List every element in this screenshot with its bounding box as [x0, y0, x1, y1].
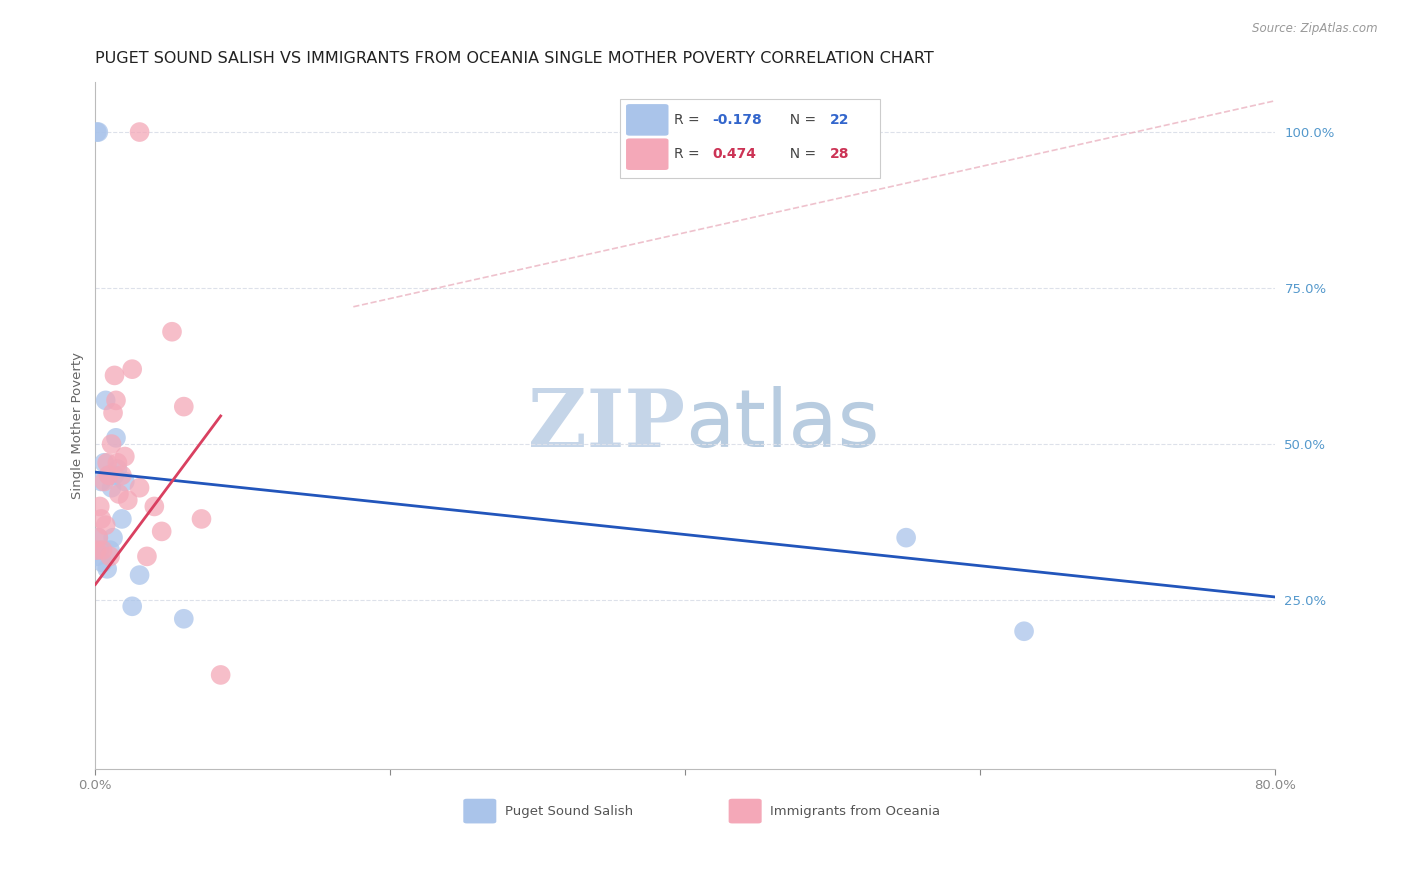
Point — [150, 524, 173, 539]
Point — [100, 481, 122, 495]
Point — [114, 475, 136, 489]
Point — [121, 599, 143, 614]
Point — [173, 612, 195, 626]
Point — [93, 456, 115, 470]
Point — [111, 512, 134, 526]
Point — [103, 368, 125, 383]
Point — [96, 562, 118, 576]
Text: R =: R = — [675, 147, 704, 161]
Text: 28: 28 — [830, 147, 849, 161]
Point — [86, 543, 108, 558]
Point — [87, 125, 110, 139]
Point — [91, 543, 114, 558]
Text: atlas: atlas — [685, 386, 879, 465]
Point — [104, 431, 127, 445]
Point — [143, 500, 166, 514]
Text: 22: 22 — [830, 113, 849, 127]
Point — [97, 468, 120, 483]
Y-axis label: Single Mother Poverty: Single Mother Poverty — [72, 351, 84, 499]
Point — [107, 462, 129, 476]
Point — [93, 475, 115, 489]
Point — [100, 437, 122, 451]
Text: R =: R = — [675, 113, 704, 127]
Text: Puget Sound Salish: Puget Sound Salish — [505, 805, 633, 818]
Point — [87, 531, 110, 545]
Point — [108, 487, 131, 501]
Point — [121, 362, 143, 376]
Text: Immigrants from Oceania: Immigrants from Oceania — [770, 805, 941, 818]
Point — [173, 400, 195, 414]
Point — [86, 549, 108, 564]
Point — [111, 468, 134, 483]
Point — [91, 556, 114, 570]
Point — [98, 543, 121, 558]
Text: N =: N = — [780, 113, 820, 127]
Point — [97, 468, 120, 483]
Point — [103, 468, 125, 483]
Point — [87, 531, 110, 545]
Point — [101, 531, 124, 545]
Point — [94, 393, 117, 408]
FancyBboxPatch shape — [620, 99, 880, 178]
FancyBboxPatch shape — [626, 104, 668, 136]
Point — [101, 406, 124, 420]
Point — [89, 543, 111, 558]
Text: 0.474: 0.474 — [711, 147, 756, 161]
Point — [107, 456, 129, 470]
FancyBboxPatch shape — [464, 798, 496, 823]
Point — [1012, 624, 1035, 639]
Point — [90, 475, 112, 489]
Point — [104, 393, 127, 408]
Point — [86, 125, 108, 139]
Point — [90, 512, 112, 526]
Point — [209, 668, 232, 682]
Text: Source: ZipAtlas.com: Source: ZipAtlas.com — [1253, 22, 1378, 36]
Point — [190, 512, 212, 526]
Point — [94, 518, 117, 533]
Point — [136, 549, 159, 564]
FancyBboxPatch shape — [626, 138, 668, 170]
Point — [89, 500, 111, 514]
Point — [128, 481, 150, 495]
Point — [894, 531, 917, 545]
Text: PUGET SOUND SALISH VS IMMIGRANTS FROM OCEANIA SINGLE MOTHER POVERTY CORRELATION : PUGET SOUND SALISH VS IMMIGRANTS FROM OC… — [96, 51, 934, 66]
Point — [128, 568, 150, 582]
Text: ZIP: ZIP — [529, 386, 685, 465]
Point — [160, 325, 183, 339]
Text: N =: N = — [780, 147, 820, 161]
Point — [128, 125, 150, 139]
Point — [114, 450, 136, 464]
FancyBboxPatch shape — [728, 798, 762, 823]
Text: -0.178: -0.178 — [711, 113, 762, 127]
Point — [117, 493, 139, 508]
Point — [98, 549, 121, 564]
Point — [96, 456, 118, 470]
